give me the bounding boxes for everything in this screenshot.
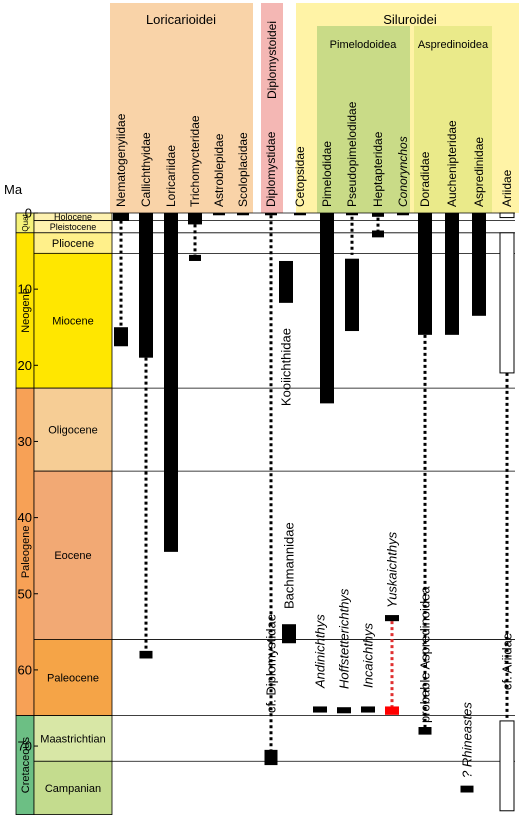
period-label-1: Neogene — [20, 288, 32, 333]
range-bar-20 — [472, 213, 486, 316]
range-bar-28 — [361, 706, 375, 713]
range-bar-21 — [499, 212, 515, 219]
range-bar-16 — [372, 230, 384, 238]
group-box-1 — [261, 3, 283, 213]
taxon-label-11: Conorynchos — [396, 136, 410, 207]
range-bar-17 — [397, 213, 409, 216]
group-label-2: Siluroidei — [383, 12, 437, 27]
range-bar-0 — [113, 213, 129, 221]
range-bar-9 — [265, 213, 277, 216]
range-bar-29 — [385, 615, 399, 622]
fossil-label-8: ? Rhineastes — [460, 702, 475, 778]
range-bar-26 — [313, 706, 327, 713]
group-label-0: Loricarioidei — [146, 12, 216, 27]
y-tick-label-7: 70 — [18, 739, 32, 754]
taxon-label-14: Aspredinidae — [472, 137, 486, 207]
range-bar-10 — [264, 749, 278, 766]
range-bar-4 — [164, 213, 178, 552]
fossil-label-2: Bachmannidae — [282, 522, 297, 609]
y-tick-label-4: 40 — [18, 510, 32, 525]
range-bar-24 — [279, 260, 293, 303]
taxon-label-2: Loricariidae — [164, 145, 178, 207]
fossil-label-3: Andinichthys — [313, 614, 328, 689]
y-tick-label-0: 0 — [25, 206, 32, 221]
epoch-block-4 — [33, 387, 113, 472]
period-label-0: Quat — [21, 213, 30, 231]
range-bar-6 — [189, 254, 201, 261]
range-bar-19 — [445, 213, 459, 335]
range-bar-23 — [499, 720, 515, 812]
epoch-label-4: Oligocene — [48, 424, 98, 436]
y-tick-label-6: 60 — [18, 662, 32, 677]
range-bar-27 — [337, 707, 351, 714]
taxon-label-6: Diplomystidae — [264, 131, 278, 207]
range-bar-11 — [294, 213, 306, 216]
taxon-label-3: Trichomycteridae — [188, 115, 202, 207]
range-bar-12 — [320, 213, 334, 404]
range-bar-2 — [139, 213, 153, 358]
epoch-block-5 — [33, 470, 113, 640]
range-bar-18 — [418, 213, 432, 335]
range-bar-14 — [345, 258, 359, 332]
y-tick-label-3: 30 — [18, 434, 32, 449]
range-bar-3 — [139, 650, 153, 659]
epoch-block-8 — [33, 760, 113, 815]
range-bar-1 — [114, 327, 128, 347]
taxon-label-9: Pseudopimelodidae — [345, 101, 359, 207]
taxon-label-12: Doradidae — [418, 151, 432, 207]
y-tick-label-1: 10 — [18, 282, 32, 297]
epoch-label-1: Pleistocene — [50, 222, 97, 232]
epoch-label-6: Paleocene — [47, 672, 99, 684]
taxon-label-1: Callichthyidae — [139, 132, 153, 207]
group-label-3: Pimelodoidea — [330, 39, 398, 51]
period-label-3: Cretaceous — [20, 736, 32, 793]
y-axis-label: Ma — [4, 182, 23, 197]
range-bar-32 — [460, 785, 474, 793]
taxon-label-5: Scoloplacidae — [236, 132, 250, 207]
fossil-label-4: Hoffstetterichthys — [337, 588, 352, 689]
taxon-label-13: Auchenipteridae — [445, 120, 459, 207]
range-bar-31 — [418, 727, 432, 735]
epoch-label-5: Eocene — [54, 550, 91, 562]
group-label-4: Aspredinoidea — [418, 39, 489, 51]
range-bar-8 — [237, 213, 249, 216]
range-bar-22 — [499, 232, 515, 374]
range-bar-13 — [346, 213, 358, 216]
epoch-label-8: Campanian — [45, 783, 101, 795]
fossil-label-1: cf. Diplomystidae — [264, 614, 279, 713]
fossil-label-7: probable Aspredinoidea — [418, 586, 433, 723]
group-label-1: Diplomystoidei — [265, 21, 279, 99]
range-bar-30 — [385, 706, 399, 715]
taxon-label-8: Pimelodidae — [320, 141, 334, 207]
group-box-4 — [414, 26, 492, 213]
fossil-label-6: Yuskaichthys — [385, 531, 400, 608]
taxon-label-0: Nematogenyiidae — [114, 113, 128, 207]
range-bar-5 — [188, 213, 202, 225]
y-tick-label-2: 20 — [18, 358, 32, 373]
taxon-label-7: Cetopsidae — [293, 146, 307, 207]
range-bar-7 — [213, 213, 225, 216]
taxon-label-10: Heptapteridae — [371, 131, 385, 207]
fossil-label-9: cf. Ariidae — [500, 633, 515, 690]
fossil-label-0: Kooiichthidae — [279, 328, 294, 406]
period-label-2: Paleogene — [20, 526, 32, 579]
range-bar-15 — [372, 213, 384, 217]
epoch-label-2: Pliocene — [52, 238, 94, 250]
epoch-label-7: Maastrichtian — [40, 733, 105, 745]
taxon-label-15: Ariidae — [500, 169, 514, 207]
y-tick-label-5: 50 — [18, 586, 32, 601]
epoch-block-6 — [33, 639, 113, 716]
epoch-block-7 — [33, 715, 113, 762]
epoch-block-3 — [33, 252, 113, 389]
group-box-3 — [317, 26, 410, 213]
group-box-0 — [110, 3, 253, 213]
epoch-label-0: Holocene — [54, 212, 92, 222]
taxon-label-4: Astroblepidae — [212, 133, 226, 207]
range-bar-25 — [282, 624, 296, 644]
fossil-label-5: Incaichthys — [361, 622, 376, 688]
epoch-label-3: Miocene — [52, 316, 94, 328]
